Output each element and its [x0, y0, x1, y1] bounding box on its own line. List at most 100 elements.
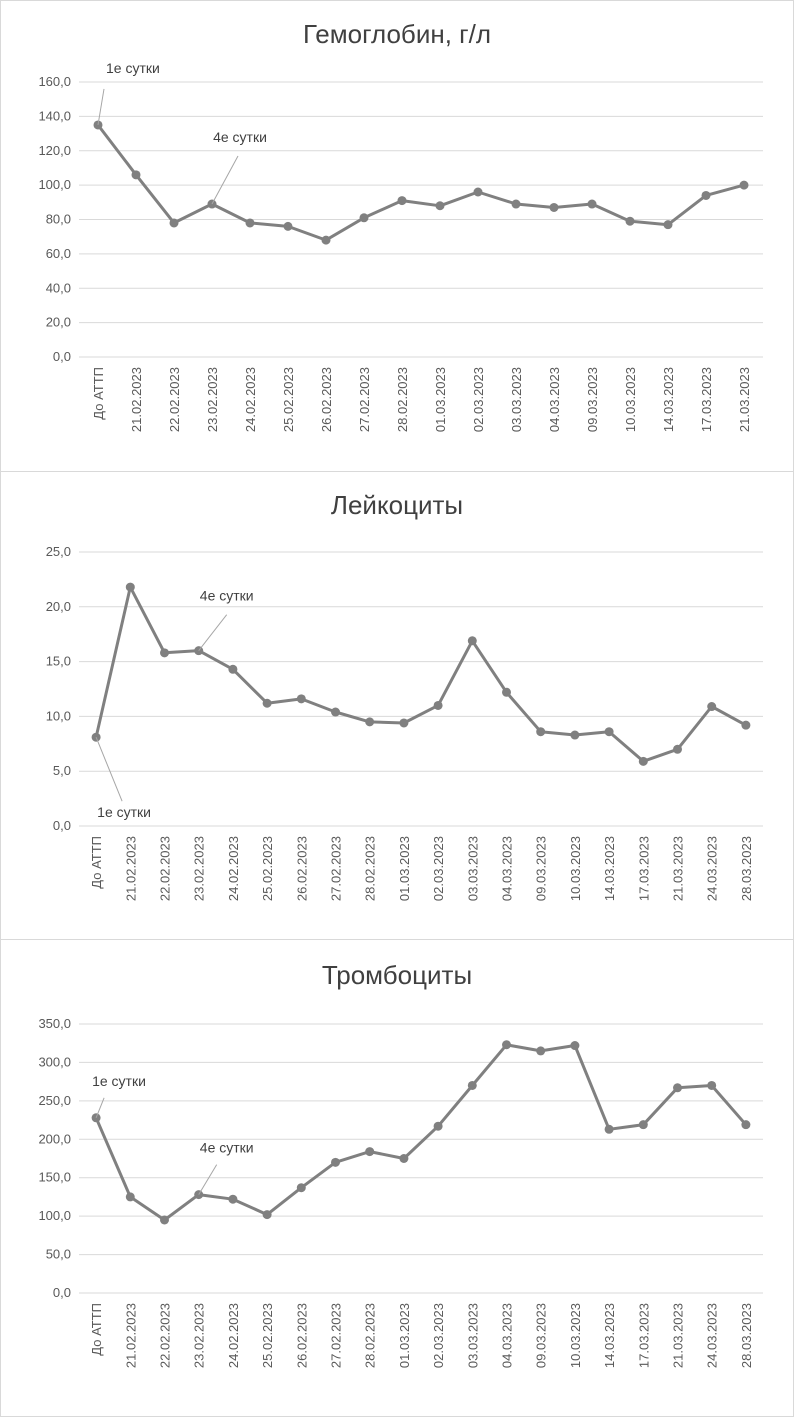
data-point	[321, 235, 331, 245]
data-point	[638, 1120, 648, 1130]
y-tick-label: 160,0	[38, 74, 71, 89]
x-tick-label: 21.03.2023	[737, 367, 752, 432]
x-tick-label: 23.02.2023	[205, 367, 220, 432]
y-tick-label: 0,0	[53, 1285, 71, 1300]
data-point	[435, 201, 445, 211]
annotation-leader	[198, 614, 228, 651]
data-point	[473, 187, 483, 197]
data-point	[739, 180, 749, 190]
x-tick-label: 01.03.2023	[433, 367, 448, 432]
hemoglobin-plot: 0,0 20,0 40,0 60,0 80,0 100,0 120,0 140,0 160,0 Д…	[38, 60, 763, 432]
data-point	[262, 698, 272, 708]
data-point	[125, 582, 135, 592]
x-tick-label: 03.03.2023	[465, 1303, 480, 1368]
data-point	[245, 218, 255, 228]
x-tick-label: 21.02.2023	[123, 1303, 138, 1368]
hemoglobin-chart: Гемоглобин, г/л 0,0 20,0 40,0 60,0 80,0 100,0…	[0, 0, 794, 472]
data-point	[570, 1041, 580, 1051]
data-point	[169, 218, 179, 228]
data-point	[511, 199, 521, 209]
data-point	[296, 1183, 306, 1193]
y-tick-label: 40,0	[46, 280, 71, 295]
series-line	[96, 124, 745, 242]
platelets-chart: Тромбоциты 0,0 50,0 100,0 150,0 200,0 250,0 30…	[0, 939, 794, 1417]
x-tick-label: 28.03.2023	[739, 1303, 754, 1368]
data-point	[549, 202, 559, 212]
y-tick-label: 200,0	[38, 1131, 71, 1146]
data-point	[502, 1040, 511, 1050]
data-point	[365, 1147, 375, 1157]
data-point	[262, 1210, 272, 1220]
series-line	[94, 1043, 748, 1222]
y-tick-label: 0,0	[53, 818, 71, 833]
data-point	[433, 1121, 443, 1131]
x-tick-label: 14.03.2023	[602, 836, 617, 901]
x-tick-label: 28.02.2023	[395, 367, 410, 432]
series-line	[94, 585, 747, 763]
data-point	[365, 717, 375, 727]
data-point	[296, 694, 306, 704]
y-tick-label: 25,0	[46, 544, 71, 559]
data-point	[570, 730, 580, 740]
x-tick-label: 23.02.2023	[192, 1303, 207, 1368]
x-tick-label: 24.03.2023	[705, 1303, 720, 1368]
x-tick-label: 22.02.2023	[158, 836, 173, 901]
data-point	[399, 718, 409, 728]
x-tick-label: 26.02.2023	[294, 1303, 309, 1368]
chart-title: Гемоглобин, г/л	[302, 19, 492, 49]
x-tick-label: До АТТП	[91, 367, 106, 420]
data-point	[741, 1120, 751, 1130]
annotation-leader	[95, 737, 123, 802]
data-point	[673, 1083, 682, 1093]
data-point	[433, 700, 443, 710]
data-point	[160, 648, 169, 658]
data-point	[625, 216, 635, 226]
x-tick-label: 17.03.2023	[636, 1303, 651, 1368]
annotation-leader	[97, 88, 105, 126]
y-tick-label: 50,0	[46, 1247, 71, 1262]
x-tick-label: 04.03.2023	[500, 1303, 515, 1368]
x-tick-label: 10.03.2023	[568, 1303, 583, 1368]
x-tick-label: 09.03.2023	[534, 1303, 549, 1368]
x-tick-label: 21.02.2023	[123, 836, 138, 901]
x-tick-label: 26.02.2023	[319, 367, 334, 432]
y-tick-label: 60,0	[46, 246, 71, 261]
data-point	[283, 221, 293, 231]
data-point	[397, 196, 407, 206]
x-tick-label: 24.02.2023	[226, 1303, 241, 1368]
y-tick-label: 140,0	[38, 108, 71, 123]
x-tick-label: 04.03.2023	[547, 367, 562, 432]
x-tick-label: 01.03.2023	[397, 836, 412, 901]
chart-title: Лейкоциты	[330, 490, 464, 520]
data-point	[701, 190, 711, 200]
x-tick-label: 09.03.2023	[585, 367, 600, 432]
y-tick-label: 5,0	[53, 763, 71, 778]
y-tick-label: 150,0	[38, 1170, 71, 1185]
x-tick-label: 02.03.2023	[431, 836, 446, 901]
data-point	[331, 707, 340, 717]
x-tick-label: 28.02.2023	[363, 836, 378, 901]
chart-title: Тромбоциты	[321, 960, 473, 990]
x-tick-label: 28.02.2023	[363, 1303, 378, 1368]
leukocytes-chart: Лейкоциты 0,0 5,0 10,0 15,0 20,0 25,0 До АТТП 2…	[0, 471, 794, 940]
y-tick-label: 20,0	[46, 315, 71, 330]
data-point	[399, 1154, 409, 1163]
x-tick-label: 25.02.2023	[281, 367, 296, 432]
x-tick-label: 25.02.2023	[260, 1303, 275, 1368]
x-tick-label: 26.02.2023	[294, 836, 309, 901]
annotation-leader	[211, 155, 239, 205]
y-tick-label: 100,0	[38, 1208, 71, 1223]
annotation-label: 4е сутки	[213, 129, 267, 145]
data-point	[741, 720, 751, 730]
annotation-label: 1е сутки	[92, 1073, 146, 1089]
data-point	[359, 213, 369, 223]
x-tick-label: 02.03.2023	[471, 367, 486, 432]
y-tick-label: 250,0	[38, 1093, 71, 1108]
annotation-label: 4е сутки	[200, 588, 254, 604]
annotation-label: 1е сутки	[106, 60, 160, 76]
y-tick-label: 350,0	[38, 1016, 71, 1031]
y-tick-label: 120,0	[38, 143, 71, 158]
data-point	[638, 756, 648, 766]
x-tick-label: 10.03.2023	[623, 367, 638, 432]
x-tick-label: 10.03.2023	[568, 836, 583, 901]
